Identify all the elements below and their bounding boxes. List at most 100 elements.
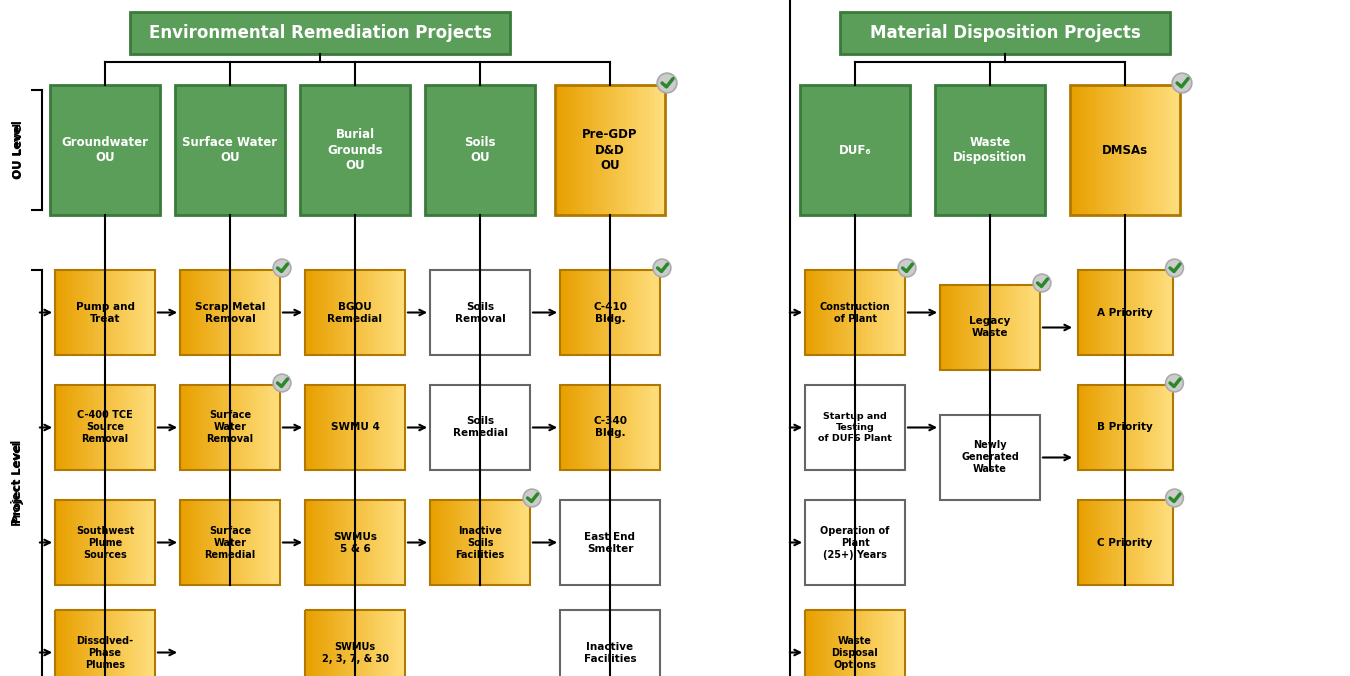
Bar: [339, 270, 342, 355]
Bar: [563, 85, 567, 215]
Bar: [55, 610, 59, 676]
Bar: [1087, 385, 1091, 470]
Text: DUF₆: DUF₆: [838, 143, 871, 157]
Bar: [138, 385, 142, 470]
Bar: [76, 270, 78, 355]
Bar: [358, 610, 362, 676]
Bar: [243, 270, 247, 355]
Bar: [108, 385, 112, 470]
Bar: [95, 270, 99, 355]
Bar: [180, 500, 184, 585]
Bar: [204, 270, 207, 355]
Bar: [180, 500, 279, 585]
Bar: [649, 270, 653, 355]
Bar: [566, 85, 570, 215]
Bar: [375, 610, 379, 676]
Bar: [630, 270, 634, 355]
Bar: [657, 85, 661, 215]
Bar: [570, 85, 574, 215]
Bar: [220, 270, 224, 355]
Bar: [92, 610, 96, 676]
Bar: [305, 500, 405, 585]
Bar: [315, 385, 319, 470]
Bar: [1157, 500, 1161, 585]
Circle shape: [657, 73, 676, 93]
Bar: [580, 85, 585, 215]
Bar: [65, 610, 69, 676]
Bar: [898, 610, 902, 676]
Bar: [1157, 385, 1161, 470]
Bar: [78, 385, 82, 470]
Bar: [220, 500, 224, 585]
Bar: [1125, 85, 1129, 215]
Bar: [815, 270, 819, 355]
Bar: [230, 500, 234, 585]
Bar: [76, 500, 78, 585]
Bar: [1092, 85, 1096, 215]
Bar: [328, 610, 332, 676]
Bar: [640, 270, 644, 355]
Bar: [603, 270, 608, 355]
Bar: [385, 500, 389, 585]
Bar: [200, 270, 204, 355]
Bar: [620, 385, 624, 470]
Bar: [1084, 500, 1088, 585]
Bar: [621, 85, 625, 215]
Bar: [1110, 270, 1112, 355]
Bar: [88, 385, 92, 470]
Bar: [392, 385, 396, 470]
Bar: [101, 385, 105, 470]
Bar: [855, 270, 859, 355]
Bar: [591, 85, 595, 215]
Bar: [69, 270, 72, 355]
Bar: [603, 385, 608, 470]
Bar: [1125, 385, 1129, 470]
Bar: [815, 610, 819, 676]
Bar: [144, 500, 148, 585]
Bar: [122, 610, 126, 676]
Bar: [184, 270, 188, 355]
Bar: [1110, 500, 1112, 585]
Bar: [1099, 85, 1103, 215]
Bar: [580, 270, 583, 355]
Bar: [662, 85, 666, 215]
Bar: [402, 610, 405, 676]
Bar: [78, 500, 82, 585]
Bar: [364, 270, 369, 355]
Bar: [128, 270, 132, 355]
Bar: [247, 385, 251, 470]
Text: Burial
Grounds
OU: Burial Grounds OU: [327, 128, 383, 172]
Bar: [1080, 500, 1084, 585]
Bar: [510, 500, 514, 585]
Bar: [122, 385, 126, 470]
Bar: [300, 85, 410, 215]
Bar: [197, 500, 201, 585]
Bar: [431, 500, 433, 585]
Bar: [1154, 85, 1158, 215]
Bar: [486, 500, 490, 585]
Bar: [78, 610, 82, 676]
Bar: [321, 610, 325, 676]
Bar: [348, 610, 352, 676]
Bar: [1166, 270, 1170, 355]
Bar: [227, 385, 231, 470]
Text: DMSAs: DMSAs: [1102, 143, 1148, 157]
Text: Soils
Removal: Soils Removal: [455, 301, 505, 324]
Bar: [1096, 500, 1100, 585]
Bar: [135, 270, 139, 355]
Bar: [250, 270, 254, 355]
Bar: [872, 610, 876, 676]
Bar: [1037, 285, 1041, 370]
Bar: [180, 385, 184, 470]
Bar: [151, 610, 155, 676]
Bar: [1106, 270, 1110, 355]
Bar: [72, 610, 76, 676]
Bar: [207, 500, 211, 585]
Bar: [105, 500, 109, 585]
Text: Construction
of Plant: Construction of Plant: [819, 301, 890, 324]
Bar: [385, 270, 389, 355]
Circle shape: [522, 489, 541, 507]
Bar: [647, 270, 651, 355]
Bar: [1125, 500, 1129, 585]
Bar: [308, 270, 312, 355]
